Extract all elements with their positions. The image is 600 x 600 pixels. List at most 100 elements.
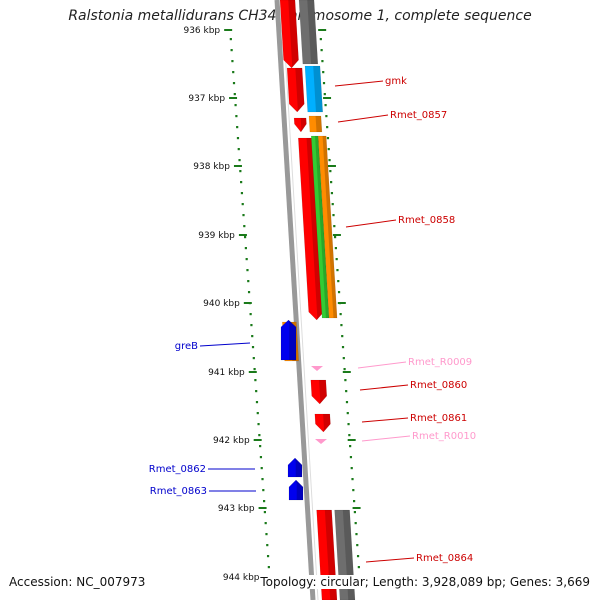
feature-cds-0858[interactable]: [298, 137, 324, 321]
feature-gene-0858[interactable]: [317, 135, 338, 319]
gene-label-rmet_0862[interactable]: Rmet_0862: [149, 464, 206, 475]
tick-label: 942 kbp: [213, 436, 250, 446]
gene-label-rmet_0861[interactable]: Rmet_0861: [410, 413, 467, 424]
outer-ring-dot: [335, 258, 338, 261]
outer-ring-dot: [337, 280, 340, 283]
tick-label: 943 kbp: [218, 504, 255, 514]
outer-ring-dot: [343, 368, 346, 371]
outer-ring-dot: [347, 423, 350, 426]
feature-grey-top[interactable]: [298, 0, 319, 65]
feature-gene-0857[interactable]: [308, 115, 323, 133]
feature-grey-top-shade: [307, 0, 318, 64]
topology-text: Topology: circular; Length: 3,928,089 bp…: [260, 575, 590, 589]
outer-ring-dot: [344, 379, 347, 382]
label-leader-line: [361, 417, 409, 423]
outer-ring-dot: [333, 225, 336, 228]
outer-ring-dot: [320, 49, 323, 52]
inner-ring-dot: [250, 324, 253, 327]
label-leader-line: [345, 219, 397, 228]
label-leader-line: [357, 361, 407, 369]
inner-ring-dot: [266, 555, 270, 558]
inner-ring-dot: [255, 390, 258, 393]
feature-cds-0862[interactable]: [287, 457, 303, 478]
outer-ring-dot: [346, 412, 349, 415]
gene-label-greb[interactable]: greB: [175, 341, 198, 352]
outer-ring-dot: [339, 313, 342, 316]
tick-label: 936 kbp: [183, 26, 220, 36]
outer-ring-dot: [323, 93, 326, 96]
feature-cds-0857[interactable]: [293, 117, 307, 133]
outer-ring-dot: [357, 566, 360, 569]
inner-ring-dot: [266, 544, 269, 547]
inner-ring-dot: [240, 181, 243, 184]
tick-label: 938 kbp: [193, 162, 230, 172]
inner-ring-dot: [246, 269, 249, 272]
label-leader-line: [359, 384, 409, 391]
inner-ring-dot: [236, 137, 240, 140]
feature-cds-greb[interactable]: [280, 319, 297, 361]
label-leader-line: [199, 342, 251, 347]
tick-label: 937 kbp: [188, 94, 225, 104]
gene-label-gmk[interactable]: gmk: [385, 76, 407, 87]
inner-ring-dot: [233, 93, 236, 96]
outer-ring-dot: [327, 148, 330, 151]
inner-ring-dot: [254, 379, 257, 382]
label-leader-line: [337, 114, 389, 123]
outer-ring-dot: [345, 390, 348, 393]
inner-ring-dot: [259, 456, 263, 459]
gene-label-rmet_0863[interactable]: Rmet_0863: [150, 486, 207, 497]
feature-cds-0861-shade: [323, 414, 331, 432]
feature-cds-0861[interactable]: [314, 413, 331, 433]
gene-label-rmet_0858[interactable]: Rmet_0858: [398, 215, 455, 226]
outer-ring-dot: [345, 401, 349, 404]
inner-ring-dot: [238, 159, 241, 162]
accession-text: Accession: NC_007973: [9, 575, 146, 589]
outer-ring-dot: [322, 82, 326, 85]
inner-ring-dot: [247, 280, 250, 283]
inner-ring-dot: [234, 104, 237, 107]
gene-label-rmet_0857[interactable]: Rmet_0857: [390, 110, 447, 121]
outer-ring-dot: [333, 236, 337, 239]
gene-label-rmet_r0010[interactable]: Rmet_R0010: [412, 431, 476, 442]
backbone-line: [274, 0, 316, 600]
tick-label: 940 kbp: [203, 299, 240, 309]
inner-ring-dot: [230, 49, 233, 52]
feature-cds-0860[interactable]: [310, 379, 328, 405]
inner-ring-dot: [236, 126, 239, 129]
inner-ring-dot: [251, 335, 254, 338]
feature-cds-top-shade: [288, 0, 299, 68]
outer-ring-dot: [328, 159, 331, 162]
gene-label-rmet_0860[interactable]: Rmet_0860: [410, 380, 467, 391]
outer-ring-dot: [350, 467, 353, 470]
feature-mrna-gmk[interactable]: [304, 65, 323, 113]
inner-ring-dot: [258, 434, 261, 437]
outer-ring-dot: [330, 181, 333, 184]
feature-cds-gmk-shade: [295, 68, 305, 112]
feature-mrna-gmk-shade: [313, 66, 323, 112]
feature-cds-gmk[interactable]: [286, 67, 305, 113]
outer-ring-dot: [348, 434, 351, 437]
tick-label: 941 kbp: [208, 368, 245, 378]
outer-ring-dot: [325, 115, 328, 118]
inner-ring-dot: [255, 401, 259, 404]
feature-gene-0857-shade: [315, 116, 322, 132]
outer-ring-dot: [329, 170, 332, 173]
feature-cds-top[interactable]: [279, 0, 299, 69]
inner-ring-dot: [232, 82, 236, 85]
outer-ring-dot: [332, 214, 335, 217]
gene-label-rmet_r0009[interactable]: Rmet_R0009: [408, 357, 472, 368]
outer-ring-dot: [319, 38, 322, 41]
outer-ring-dot: [330, 192, 334, 195]
feature-rna-r0010[interactable]: [315, 439, 327, 444]
inner-ring-dot: [241, 203, 244, 206]
outer-ring-dot: [322, 71, 325, 74]
inner-ring-dot: [249, 313, 252, 316]
feature-cds-0858-shade: [306, 138, 324, 320]
feature-cds-0863[interactable]: [288, 479, 304, 501]
outer-ring-dot: [353, 500, 356, 503]
inner-ring-dot: [243, 225, 246, 228]
gene-label-rmet_0864[interactable]: Rmet_0864: [416, 553, 473, 564]
feature-rna-r0009[interactable]: [311, 366, 323, 371]
feature-green-0858-shade: [315, 136, 330, 318]
